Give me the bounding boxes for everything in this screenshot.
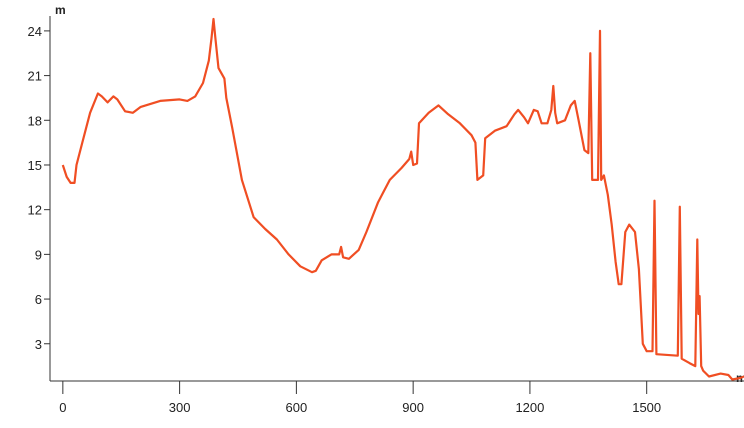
y-tick-label: 24 (28, 24, 42, 39)
x-tick-label: 600 (286, 400, 308, 415)
y-tick-label: 21 (28, 69, 42, 84)
x-tick-label: 900 (402, 400, 424, 415)
y-tick-label: 18 (28, 113, 42, 128)
y-tick-label: 15 (28, 158, 42, 173)
y-tick-label: 6 (35, 292, 42, 307)
x-tick-label: 300 (169, 400, 191, 415)
x-tick-label: 1200 (515, 400, 544, 415)
y-tick-label: 3 (35, 337, 42, 352)
y-unit: m (55, 3, 66, 17)
y-tick-label: 12 (28, 203, 42, 218)
x-tick-label: 1500 (632, 400, 661, 415)
x-tick-label: 0 (59, 400, 66, 415)
y-tick-label: 9 (35, 247, 42, 262)
elevation-line (61, 17, 744, 381)
